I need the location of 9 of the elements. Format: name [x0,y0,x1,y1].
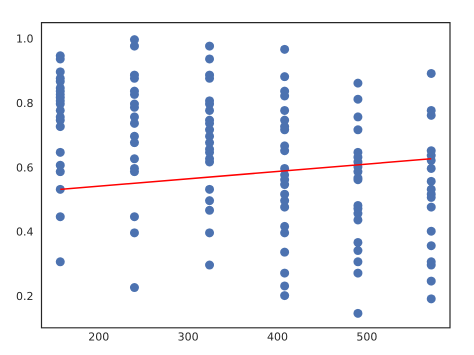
y-tick-label: 1.0 [16,32,34,46]
x-tick-label: 200 [88,330,110,344]
x-tick-label: 300 [178,330,199,344]
x-tick-label: 500 [356,330,378,344]
y-tick-label: 0.6 [16,161,34,174]
y-tick-label: 0.2 [16,290,34,304]
x-tick-label: 400 [266,330,288,344]
y-tick-label: 0.4 [16,226,34,239]
y-tick-label: 0.8 [16,96,34,110]
